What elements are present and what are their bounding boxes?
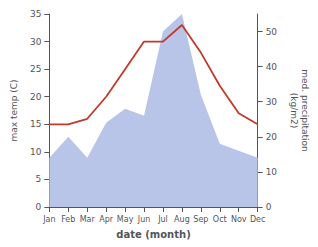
svg-text:0: 0 bbox=[266, 202, 272, 212]
svg-text:May: May bbox=[117, 215, 134, 224]
svg-text:10: 10 bbox=[266, 167, 278, 177]
svg-text:5: 5 bbox=[36, 174, 42, 184]
svg-text:35: 35 bbox=[30, 9, 41, 19]
svg-text:med. precipitation: med. precipitation bbox=[300, 69, 310, 151]
svg-text:Nov: Nov bbox=[231, 215, 247, 224]
svg-text:(kg/m2): (kg/m2) bbox=[289, 93, 299, 128]
svg-text:50: 50 bbox=[266, 27, 278, 37]
svg-text:Oct: Oct bbox=[213, 215, 227, 224]
svg-text:40: 40 bbox=[266, 62, 278, 72]
svg-text:15: 15 bbox=[30, 119, 41, 129]
svg-text:25: 25 bbox=[30, 64, 41, 74]
svg-text:30: 30 bbox=[266, 97, 278, 107]
svg-text:Jan: Jan bbox=[42, 215, 55, 224]
svg-text:Dec: Dec bbox=[250, 215, 265, 224]
svg-text:Sep: Sep bbox=[193, 215, 208, 224]
svg-text:Apr: Apr bbox=[99, 215, 114, 224]
svg-text:Jul: Jul bbox=[157, 215, 168, 224]
svg-text:20: 20 bbox=[30, 92, 42, 102]
svg-text:max temp (C): max temp (C) bbox=[9, 79, 19, 141]
svg-text:Aug: Aug bbox=[174, 215, 190, 224]
svg-text:30: 30 bbox=[30, 37, 42, 47]
svg-text:10: 10 bbox=[30, 147, 42, 157]
svg-text:date (month): date (month) bbox=[116, 229, 190, 240]
svg-text:Feb: Feb bbox=[61, 215, 75, 224]
svg-text:Jun: Jun bbox=[137, 215, 151, 224]
svg-text:20: 20 bbox=[266, 132, 278, 142]
svg-text:0: 0 bbox=[36, 202, 42, 212]
svg-text:Mar: Mar bbox=[80, 215, 96, 224]
